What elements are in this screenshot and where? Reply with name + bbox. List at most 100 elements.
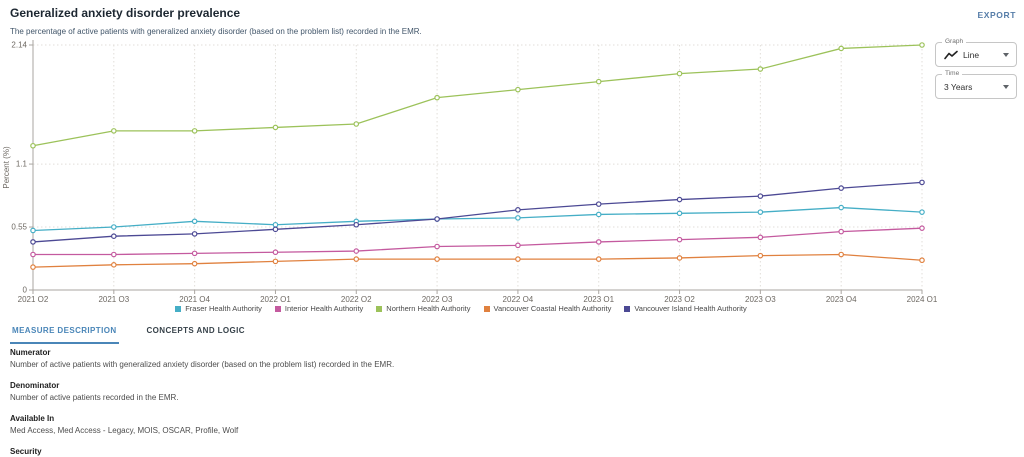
x-tick-label: 2023 Q3	[745, 295, 776, 302]
data-point	[191, 250, 198, 257]
data-point	[272, 221, 279, 228]
section-body: Number of active patients with generaliz…	[10, 360, 395, 369]
data-point	[757, 234, 764, 241]
data-point	[515, 86, 521, 93]
x-tick-label: 2021 Q2	[18, 295, 49, 302]
data-point	[515, 242, 521, 249]
section-heading: Security	[10, 447, 42, 456]
legend-label: Northern Health Authority	[386, 304, 471, 313]
tab-concepts-and-logic[interactable]: CONCEPTS AND LOGIC	[145, 321, 247, 344]
x-tick-label: 2023 Q4	[826, 295, 857, 302]
data-point	[272, 258, 279, 265]
graph-select[interactable]: Graph Line	[935, 38, 1017, 67]
data-point	[919, 42, 925, 48]
y-tick-label: 0	[23, 286, 28, 295]
description-section: Numerator Number of active patients with …	[10, 348, 770, 369]
data-point	[676, 255, 683, 261]
data-point	[757, 209, 764, 215]
data-point	[595, 239, 602, 245]
legend-item[interactable]: Vancouver Coastal Health Authority	[483, 304, 611, 313]
data-point	[515, 215, 521, 221]
description-section: Available In Med Access, Med Access - Leg…	[10, 414, 770, 435]
legend-swatch	[483, 305, 490, 312]
legend-item[interactable]: Vancouver Island Health Authority	[624, 304, 747, 313]
data-point	[676, 210, 683, 217]
data-point	[272, 249, 279, 256]
data-point	[919, 179, 925, 186]
description-section: Denominator Number of active patients rec…	[10, 381, 770, 402]
data-point	[838, 185, 844, 191]
measure-description-content: Numerator Number of active patients with …	[10, 348, 770, 457]
data-point	[757, 252, 764, 259]
data-point	[595, 201, 602, 207]
data-point	[111, 128, 117, 134]
chevron-down-icon	[1003, 53, 1009, 57]
data-point	[30, 142, 36, 149]
data-point	[676, 196, 683, 203]
description-section: SecurityPopulation	[10, 447, 770, 457]
chart-controls: Graph Line Time 3 Years	[935, 38, 1017, 99]
y-tick-label: 0.55	[11, 223, 27, 232]
x-tick-label: 2021 Q4	[179, 295, 210, 302]
data-point	[111, 233, 117, 239]
data-point	[676, 236, 683, 243]
series-line	[32, 44, 923, 147]
graph-select-value: Line	[963, 49, 980, 60]
page-header: Generalized anxiety disorder prevalence …	[10, 6, 422, 36]
data-point	[434, 216, 440, 222]
data-point	[353, 256, 360, 262]
data-point	[111, 224, 117, 230]
data-point	[676, 70, 683, 77]
data-point	[111, 251, 117, 258]
time-select[interactable]: Time 3 Years	[935, 70, 1017, 99]
data-point	[30, 251, 36, 258]
data-point	[111, 262, 117, 268]
section-body: Number of active patients recorded in th…	[10, 393, 179, 402]
legend-swatch	[175, 305, 182, 312]
data-point	[434, 256, 440, 262]
legend-swatch	[376, 305, 383, 312]
legend-item[interactable]: Northern Health Authority	[376, 304, 471, 313]
data-point	[515, 207, 521, 213]
graph-select-label: Graph	[942, 38, 967, 46]
data-point	[595, 78, 602, 85]
data-point	[595, 256, 602, 262]
data-point	[191, 128, 198, 134]
x-tick-label: 2022 Q2	[341, 295, 372, 302]
legend-item[interactable]: Fraser Health Authority	[175, 304, 262, 313]
data-point	[191, 260, 198, 267]
x-tick-label: 2023 Q1	[583, 295, 614, 302]
data-point	[838, 228, 844, 235]
data-point	[919, 225, 925, 231]
data-point	[353, 221, 360, 228]
x-tick-label: 2022 Q3	[422, 295, 453, 302]
chart-legend: Fraser Health Authority Interior Health A…	[0, 304, 922, 313]
time-select-value: 3 Years	[944, 81, 973, 92]
data-point	[838, 45, 844, 52]
chevron-down-icon	[1003, 85, 1009, 89]
section-heading: Numerator	[10, 348, 51, 357]
data-point	[515, 256, 521, 262]
x-tick-label: 2022 Q4	[503, 295, 534, 302]
y-tick-label: 1.1	[16, 160, 28, 169]
legend-label: Fraser Health Authority	[185, 304, 262, 313]
x-tick-label: 2023 Q2	[664, 295, 695, 302]
export-button[interactable]: EXPORT	[977, 10, 1016, 20]
legend-item[interactable]: Interior Health Authority	[274, 304, 363, 313]
data-point	[353, 248, 360, 254]
data-point	[191, 218, 198, 225]
time-select-label: Time	[942, 70, 963, 78]
data-point	[30, 239, 36, 245]
section-heading: Available In	[10, 414, 55, 423]
data-point	[353, 121, 360, 127]
prevalence-chart: 0 0.55 1.1 2.14 2021 Q2 2021 Q3 2021 Q4 2022 Q1…	[2, 40, 938, 302]
line-chart-icon	[944, 50, 958, 60]
data-point	[434, 243, 440, 250]
x-tick-label: 2024 Q1	[907, 295, 938, 302]
tab-measure-description[interactable]: MEASURE DESCRIPTION	[10, 321, 119, 344]
tab-bar: MEASURE DESCRIPTION CONCEPTS AND LOGIC	[10, 321, 247, 344]
legend-swatch	[624, 305, 631, 312]
data-point	[757, 66, 764, 72]
data-point	[191, 231, 198, 237]
